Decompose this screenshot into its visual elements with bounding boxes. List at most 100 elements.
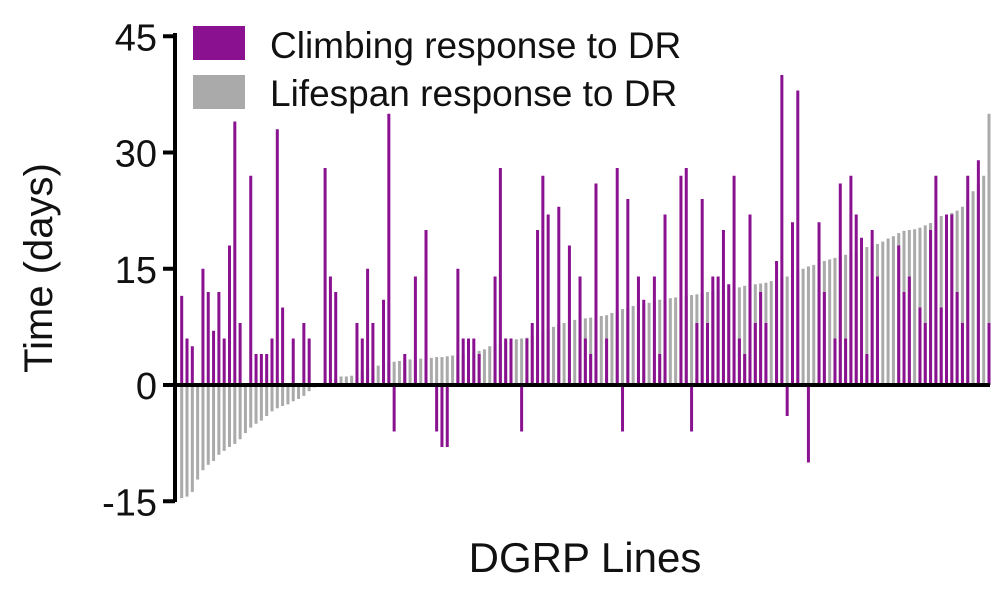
climbing-bar — [955, 292, 959, 385]
legend: Climbing response to DR Lifespan respons… — [193, 25, 681, 114]
lifespan-bar — [982, 175, 986, 385]
climbing-bar — [302, 323, 306, 385]
lifespan-bar — [286, 385, 290, 405]
lifespan-bar — [451, 355, 455, 385]
climbing-bar — [902, 292, 906, 385]
lifespan-bar — [238, 385, 242, 440]
climbing-bar — [222, 338, 226, 385]
climbing-bar — [605, 338, 609, 385]
climbing-bar — [440, 385, 444, 447]
lifespan-bar — [551, 326, 555, 385]
lifespan-bar — [785, 276, 789, 385]
climbing-bar — [966, 175, 970, 385]
climbing-bar — [525, 338, 529, 385]
climbing-bar — [945, 214, 949, 385]
lifespan-bar — [302, 385, 306, 396]
lifespan-bar — [923, 225, 927, 385]
climbing-bar — [727, 284, 731, 385]
climbing-bar — [626, 199, 630, 385]
lifespan-bar — [828, 259, 832, 385]
climbing-bar — [737, 338, 741, 385]
climbing-bar — [493, 276, 497, 385]
lifespan-bar — [376, 365, 380, 385]
climbing-bar — [594, 183, 598, 385]
climbing-bar — [695, 323, 699, 385]
climbing-bar — [844, 338, 848, 385]
lifespan-bar — [812, 264, 816, 385]
lifespan-bar — [233, 385, 237, 444]
climbing-bar — [897, 245, 901, 385]
lifespan-bar — [180, 385, 184, 499]
lifespan-bar — [833, 257, 837, 385]
legend-swatch-climbing — [193, 26, 245, 60]
climbing-bar — [706, 323, 710, 385]
climbing-bar — [307, 338, 311, 385]
climbing-bar — [806, 385, 810, 463]
lifespan-bar — [621, 309, 625, 385]
lifespan-bar — [918, 227, 922, 385]
climbing-bar — [865, 354, 869, 385]
lifespan-bar — [573, 319, 577, 385]
lifespan-bar — [960, 206, 964, 385]
climbing-bar — [929, 230, 933, 385]
lifespan-bar — [482, 349, 486, 385]
climbing-bar — [790, 222, 794, 385]
climbing-bar — [567, 245, 571, 385]
lifespan-bar — [228, 385, 232, 447]
climbing-bar — [950, 214, 954, 385]
lifespan-bar — [562, 323, 566, 385]
lifespan-bar — [275, 385, 279, 409]
y-tick-label: -15 — [102, 482, 157, 524]
lifespan-bar — [520, 338, 524, 385]
y-tick-label: 15 — [115, 250, 157, 292]
climbing-bar — [923, 323, 927, 385]
climbing-bar — [504, 338, 508, 385]
lifespan-bar — [307, 385, 311, 392]
lifespan-bar — [690, 295, 694, 385]
climbing-bar — [918, 307, 922, 385]
lifespan-bar — [769, 281, 773, 385]
lifespan-bar — [865, 247, 869, 385]
climbing-bar — [392, 385, 396, 432]
climbing-bar — [663, 214, 667, 385]
climbing-bar — [615, 168, 619, 385]
climbing-bar — [732, 175, 736, 385]
y-tick-label: 45 — [115, 17, 157, 59]
climbing-bars — [180, 75, 991, 463]
lifespan-bar — [891, 236, 895, 385]
lifespan-bar — [440, 357, 444, 385]
climbing-bar — [775, 261, 779, 385]
climbing-bar — [180, 295, 184, 385]
climbing-bar — [642, 299, 646, 385]
climbing-bar — [578, 276, 582, 385]
climbing-bar — [875, 276, 879, 385]
climbing-bar — [854, 214, 858, 385]
climbing-bar — [201, 268, 205, 385]
climbing-bar — [445, 385, 449, 447]
lifespan-bar — [392, 361, 396, 385]
lifespan-bar — [806, 266, 810, 385]
lifespan-bar — [610, 312, 614, 385]
climbing-bar — [546, 214, 550, 385]
climbing-bar — [270, 338, 274, 385]
climbing-bar — [838, 183, 842, 385]
climbing-bar — [743, 354, 747, 385]
lifespan-bar — [488, 346, 492, 385]
lifespan-bar — [737, 287, 741, 385]
climbing-bar — [658, 354, 662, 385]
y-tick-label: 30 — [115, 134, 157, 176]
lifespan-bar — [668, 298, 672, 385]
climbing-bar — [679, 175, 683, 385]
lifespan-bar — [971, 191, 975, 385]
lifespan-bar — [514, 339, 518, 385]
climbing-bar — [716, 276, 720, 385]
climbing-bar — [387, 113, 391, 385]
lifespan-bars — [180, 113, 991, 499]
climbing-bar — [700, 199, 704, 385]
climbing-bar — [536, 230, 540, 385]
climbing-bar — [259, 354, 263, 385]
lifespan-bar — [259, 385, 263, 421]
climbing-bar — [530, 323, 534, 385]
lifespan-bar — [201, 385, 205, 471]
